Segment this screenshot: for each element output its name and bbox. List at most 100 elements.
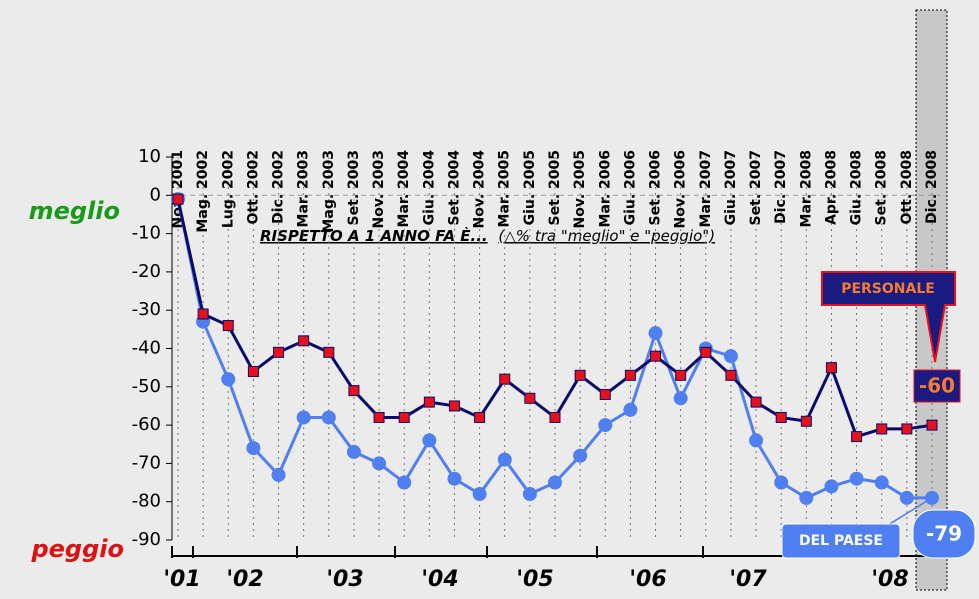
point-marker (524, 392, 536, 404)
point-marker (273, 346, 285, 358)
point-marker (346, 444, 361, 459)
year-label: '07 (729, 567, 767, 592)
value-box-personale (913, 369, 961, 403)
point-marker (298, 335, 310, 347)
point-marker (373, 411, 385, 423)
x-tick-label: Apr. 2008 (823, 150, 839, 225)
x-tick-label: Giu. 2008 (849, 150, 865, 225)
point-marker (172, 193, 184, 205)
point-marker (574, 369, 586, 381)
point-marker (422, 433, 437, 448)
point-marker (247, 365, 259, 377)
annotation-main: RISPETTO A 1 ANNO FA È... (260, 226, 488, 245)
x-tick-label: Giu. 2005 (522, 150, 538, 225)
point-marker (197, 308, 209, 320)
year-label: '08 (871, 567, 908, 592)
point-marker (548, 475, 562, 490)
point-marker (749, 433, 764, 448)
point-marker (573, 448, 588, 463)
point-marker (750, 396, 762, 408)
point-marker (499, 373, 511, 385)
point-marker (876, 423, 888, 435)
point-marker (598, 418, 613, 433)
x-tick-label: Set. 2003 (346, 150, 362, 225)
x-tick-label: Ott. 2002 (245, 150, 261, 224)
point-marker (650, 350, 662, 362)
x-tick-label: Giu. 2006 (622, 150, 638, 225)
point-marker (700, 346, 712, 358)
year-label: '01 (163, 567, 200, 592)
meglio-label: meglio (29, 197, 120, 225)
legend-personale: PERSONALE (841, 281, 935, 297)
y-tick-label: -30 (132, 299, 161, 320)
x-tick-label: Mar. 2008 (798, 150, 814, 227)
year-label: '02 (226, 567, 263, 592)
x-tick-label: Mar. 2003 (296, 150, 312, 227)
x-tick-label: Nov. 2006 (673, 150, 689, 228)
year-label: '03 (326, 567, 363, 592)
point-marker (321, 410, 336, 425)
point-marker (725, 369, 737, 381)
point-marker (774, 475, 789, 490)
annotation-note: (△% tra "meglio" e "peggio") (498, 227, 715, 245)
point-marker (901, 423, 913, 435)
x-tick-label: Nov. 2001 (170, 150, 186, 228)
x-tick-label: Dic. 2008 (924, 150, 940, 224)
x-tick-label: Mar. 2006 (597, 150, 613, 227)
point-marker (673, 391, 688, 406)
value-box-paese (912, 509, 976, 559)
y-tick-label: 10 (138, 146, 161, 167)
legend-paese: DEL PAESE (799, 533, 883, 549)
year-label: '04 (421, 567, 458, 592)
point-marker (323, 346, 335, 358)
y-tick-label: -10 (132, 223, 161, 244)
x-tick-label: Dic. 2007 (773, 150, 789, 224)
point-marker (497, 452, 512, 467)
point-marker (522, 487, 537, 502)
point-marker (472, 487, 487, 502)
point-marker (800, 415, 812, 427)
point-marker (799, 490, 814, 505)
point-marker (397, 475, 412, 490)
x-tick-label: Set. 2008 (874, 150, 890, 225)
point-marker (851, 431, 863, 443)
y-tick-label: -80 (132, 491, 161, 512)
x-tick-label: Mar. 2004 (396, 150, 412, 228)
x-tick-label: Giu. 2004 (421, 150, 437, 226)
x-tick-label: Mag. 2002 (195, 150, 211, 233)
value-label-personale: -60 (919, 374, 955, 398)
point-marker (246, 441, 261, 456)
y-tick-label: -20 (132, 261, 161, 282)
point-marker (675, 369, 687, 381)
point-marker (849, 471, 864, 486)
x-tick-label: Mar. 2005 (497, 150, 513, 227)
point-marker (398, 411, 410, 423)
x-tick-label: Nov. 2003 (371, 150, 387, 228)
x-tick-label: Set. 2007 (748, 150, 764, 225)
point-marker (271, 467, 286, 482)
y-tick-label: 0 (150, 184, 161, 205)
x-tick-label: Nov. 2004 (472, 150, 488, 229)
point-marker (549, 411, 561, 423)
point-marker (599, 388, 611, 400)
y-tick-label: -60 (132, 414, 161, 435)
point-marker (926, 419, 938, 431)
x-tick-label: Mar. 2007 (698, 150, 714, 227)
callout-personale (821, 271, 956, 363)
point-marker (874, 475, 889, 490)
point-marker (899, 490, 914, 505)
x-tick-label: Ott. 2008 (899, 150, 915, 224)
x-tick-label: Set. 2005 (547, 150, 563, 225)
point-marker (623, 402, 638, 417)
point-marker (624, 369, 636, 381)
x-tick-label: Dic. 2002 (271, 150, 287, 224)
x-tick-label: Nov. 2005 (572, 150, 588, 228)
point-marker (423, 396, 435, 408)
point-marker (348, 385, 360, 397)
point-marker (723, 349, 738, 364)
x-tick-label: Giu. 2007 (723, 150, 739, 225)
point-marker (824, 479, 839, 494)
y-tick-label: -50 (132, 376, 161, 397)
point-marker (447, 471, 462, 486)
y-tick-label: -90 (132, 529, 161, 550)
